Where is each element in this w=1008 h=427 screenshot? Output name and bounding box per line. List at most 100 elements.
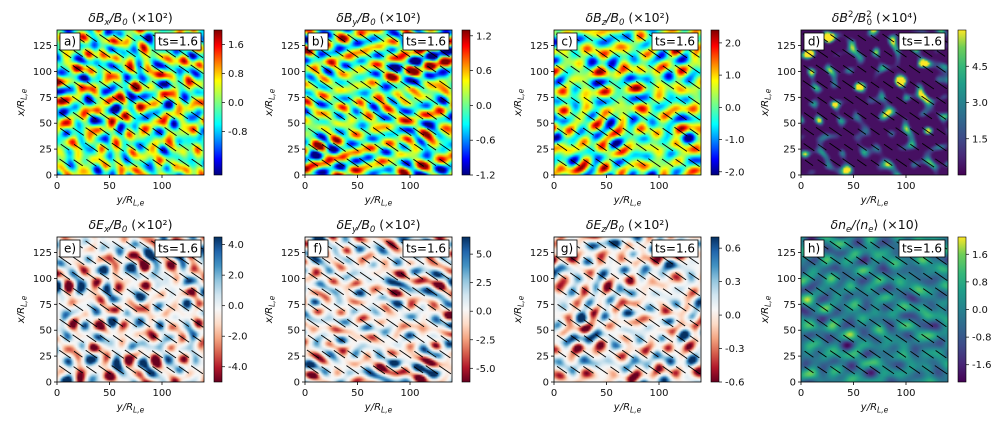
vector-arrow [374, 81, 384, 88]
vector-arrow [896, 143, 907, 151]
vector-arrow [399, 256, 412, 265]
vector-arrow [674, 287, 688, 297]
vector-arrow [112, 65, 123, 73]
vector-arrow [320, 112, 332, 120]
vector-arrow [164, 287, 177, 296]
vector-arrow [333, 350, 346, 359]
vector-arrow [935, 80, 947, 90]
vector-arrow [306, 64, 320, 74]
vector-arrow [59, 334, 71, 343]
vector-arrow [386, 303, 399, 312]
vector-arrow [804, 159, 814, 166]
vector-arrow [321, 127, 332, 136]
vector-arrow [86, 304, 97, 311]
vector-arrow [440, 272, 450, 280]
colorbar-tick-label: 0.8 [972, 277, 988, 288]
panel-label-box [59, 32, 81, 51]
vector-arrow [557, 273, 567, 280]
vector-arrow [438, 256, 452, 266]
vector-arrow [373, 96, 385, 105]
vector-arrow [674, 349, 688, 359]
vector-arrow [610, 273, 620, 280]
vector-arrow [321, 350, 331, 358]
vector-arrow [649, 128, 660, 136]
vector-arrow [896, 303, 907, 311]
vector-arrow [556, 366, 568, 374]
vector-arrow [385, 142, 399, 152]
colorbar [958, 237, 966, 382]
vector-arrow [427, 159, 437, 167]
y-axis-label: x/RL,e [513, 88, 526, 117]
vector-arrow [556, 96, 568, 105]
vector-arrow [439, 158, 451, 167]
vector-arrow [333, 318, 346, 328]
vector-arrow [569, 319, 581, 327]
vector-arrow [570, 128, 580, 135]
vector-arrow [412, 127, 425, 136]
vector-arrow [802, 48, 816, 59]
vector-arrow [815, 333, 829, 344]
vector-arrow [856, 350, 867, 358]
vector-arrow [399, 142, 412, 152]
vector-arrow [555, 255, 569, 266]
heatmap-field [305, 30, 452, 175]
vector-arrow [360, 80, 372, 89]
colorbar-tick-label: -0.8 [228, 127, 248, 138]
x-axis-label: y/RL,e [364, 402, 393, 415]
vector-arrow [439, 143, 451, 152]
vector-arrow [86, 288, 97, 296]
vector-arrow [622, 65, 634, 73]
vector-arrow [72, 95, 85, 105]
vector-arrow [439, 80, 451, 90]
vector-arrow [595, 334, 608, 344]
vector-arrow [596, 34, 607, 42]
axes-frame [56, 236, 205, 383]
vector-arrow [583, 241, 594, 249]
vector-arrow [165, 303, 176, 311]
vector-arrow [623, 304, 633, 311]
vector-arrow [178, 96, 189, 104]
vector-arrow [385, 127, 399, 137]
x-tick-label: 0 [551, 388, 557, 399]
vector-arrow [555, 48, 569, 59]
panel-f: 0 50 100 0 25 50 75 100 125 y/RL,e x/RL,e δEy/B0 (×… [264, 217, 496, 415]
vector-arrow [399, 287, 412, 297]
vector-arrow [112, 111, 124, 121]
vector-arrow [111, 349, 125, 359]
x-tick-label: 0 [54, 181, 60, 192]
vector-arrow [73, 144, 83, 151]
vector-arrow [399, 127, 412, 137]
colorbar-tick-label: -2.5 [476, 335, 496, 346]
vector-arrow [882, 318, 894, 328]
vector-arrow [635, 318, 648, 328]
vector-arrow [72, 127, 84, 136]
y-tick-label: 25 [783, 352, 796, 363]
vector-arrow [112, 288, 123, 296]
x-tick-label: 0 [798, 181, 804, 192]
vector-arrow [138, 349, 151, 359]
vector-arrow [674, 48, 688, 59]
vector-arrow [373, 334, 385, 343]
vector-arrow [347, 350, 358, 359]
vector-arrow [662, 366, 673, 374]
vector-arrow [346, 365, 359, 375]
vector-arrow [857, 319, 867, 327]
vector-arrow [882, 350, 894, 359]
vector-arrow [308, 272, 318, 280]
vector-arrow [556, 127, 568, 136]
vector-arrow [855, 365, 868, 375]
vector-arrow [649, 257, 660, 265]
vector-arrow [662, 303, 673, 312]
vector-arrow [597, 257, 606, 264]
vector-arrow [346, 49, 359, 58]
vector-arrow [373, 49, 385, 58]
colorbar-tick-label: 0.0 [476, 101, 492, 112]
vector-arrow [623, 272, 633, 280]
vector-arrow [413, 49, 424, 58]
vector-arrow [373, 34, 385, 42]
vector-arrow [387, 96, 398, 105]
colorbar-tick-label: 0.0 [972, 305, 988, 316]
panel-label: d) [808, 35, 820, 49]
vector-arrow [570, 335, 580, 343]
vector-arrow [921, 349, 934, 359]
